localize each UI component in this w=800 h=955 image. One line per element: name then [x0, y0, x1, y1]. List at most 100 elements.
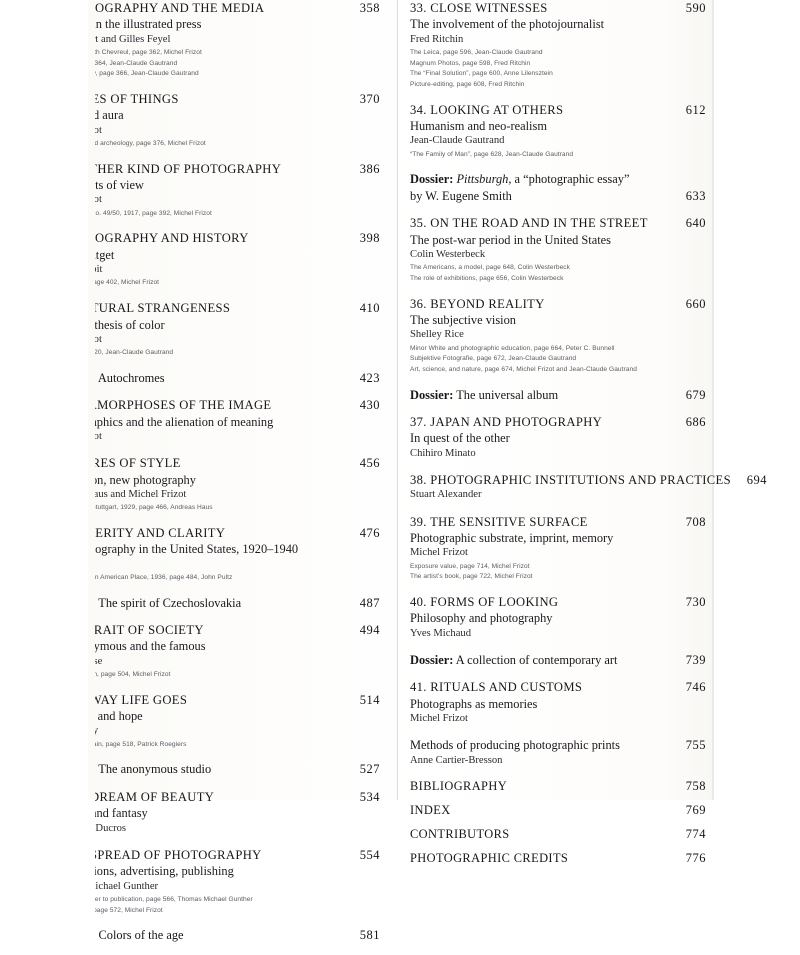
page-number[interactable]: 456 — [350, 456, 380, 471]
toc-chapter-author: dreas Haus and Michel Frizot — [95, 488, 380, 502]
toc-chapter-title[interactable]: A NATURAL STRANGENESS — [95, 300, 344, 316]
toc-subitem[interactable]: Picture-editing, page 608, Fred Ritchin — [410, 80, 706, 91]
toc-subitem[interactable]: The Americans, a model, page 648, Colin … — [410, 263, 706, 274]
toc-entry: ossier: The anonymous studio 527 — [95, 761, 380, 777]
page-number[interactable]: 527 — [350, 762, 380, 777]
page-number[interactable]: 612 — [676, 103, 706, 118]
toc-chapter-title[interactable]: PORTRAIT OF SOCIETY — [95, 622, 344, 638]
page-number[interactable]: 633 — [676, 189, 706, 204]
toc-dossier-entry[interactable]: Dossier: A collection of contemporary ar… — [410, 652, 670, 668]
toc-subitem-list: e Adams: An American Place, 1936, page 4… — [95, 573, 380, 584]
page-number[interactable]: 708 — [676, 515, 706, 530]
toc-backmatter-title[interactable]: BIBLIOGRAPHY — [410, 779, 670, 794]
page-number[interactable]: 358 — [350, 1, 380, 16]
page-number[interactable]: 494 — [350, 623, 380, 638]
toc-chapter-title[interactable]: METAMORPHOSES OF THE IMAGE — [95, 397, 344, 413]
page-number[interactable]: 686 — [676, 415, 706, 430]
toc-subitem[interactable]: otelegraphy, page 366, Jean-Claude Gautr… — [95, 69, 380, 80]
toc-chapter-title[interactable]: 41. RITUALS AND CUSTOMS — [410, 679, 670, 695]
toc-subitem[interactable]: Photomaton, page 504, Michel Frizot — [95, 670, 380, 681]
toc-chapter-title[interactable]: FIGURES OF STYLE — [95, 455, 344, 471]
page-number[interactable]: 554 — [350, 848, 380, 863]
toc-subitem[interactable]: “The Family of Man”, page 628, Jean-Clau… — [410, 150, 706, 161]
page-number[interactable]: 423 — [350, 371, 380, 386]
page-number[interactable]: 774 — [676, 827, 706, 842]
toc-backmatter-title[interactable]: PHOTOGRAPHIC CREDITS — [410, 851, 670, 866]
toc-chapter-title[interactable]: 36. BEYOND REALITY — [410, 296, 670, 312]
toc-plain-title[interactable]: Methods of producing photographic prints — [410, 737, 670, 753]
toc-chapter-title[interactable]: PHOTOGRAPHY AND HISTORY — [95, 230, 344, 246]
toc-entry-row: Dossier: Pittsburgh, a “photographic ess… — [410, 171, 706, 187]
page-number[interactable]: 534 — [350, 790, 380, 805]
toc-subitem[interactable]: ography and archeology, page 376, Michel… — [95, 139, 380, 150]
toc-chapter-title[interactable]: 37. JAPAN AND PHOTOGRAPHY — [410, 414, 670, 430]
page-right-edge — [712, 0, 714, 800]
page-number[interactable]: 730 — [676, 595, 706, 610]
page-number[interactable]: 581 — [350, 928, 380, 943]
toc-dossier-entry[interactable]: Dossier: The universal album — [410, 387, 670, 403]
toc-subitem[interactable]: und Foto, Stuttgart, 1929, page 466, And… — [95, 503, 380, 514]
toc-chapter-title[interactable]: 39. THE SENSITIVE SURFACE — [410, 514, 670, 530]
toc-subitem[interactable]: The artist’s book, page 722, Michel Friz… — [410, 572, 706, 583]
toc-subitem[interactable]: Subjektive Fotografie, page 672, Jean-Cl… — [410, 354, 706, 365]
page-number[interactable]: 476 — [350, 526, 380, 541]
toc-chapter-title[interactable]: PHOTOGRAPHY AND THE MEDIA — [95, 0, 344, 16]
page-number[interactable]: 398 — [350, 231, 380, 246]
page-number[interactable]: 776 — [676, 851, 706, 866]
toc-subitem[interactable]: era Work, no. 49/50, 1917, page 392, Mic… — [95, 209, 380, 220]
toc-subitem[interactable]: The role of exhibitions, page 656, Colin… — [410, 274, 706, 285]
toc-chapter-title[interactable]: 38. PHOTOGRAPHIC INSTITUTIONS AND PRACTI… — [410, 472, 731, 488]
page-number[interactable]: 430 — [350, 398, 380, 413]
toc-chapter-title[interactable]: 35. ON THE ROAD AND IN THE STREET — [410, 215, 670, 231]
toc-chapter-title[interactable]: STATES OF THINGS — [95, 91, 344, 107]
toc-backmatter-title[interactable]: INDEX — [410, 803, 670, 818]
toc-dossier-entry[interactable]: Dossier: Pittsburgh, a “photographic ess… — [410, 171, 670, 187]
page-number[interactable]: 679 — [676, 388, 706, 403]
page-number[interactable]: 370 — [350, 92, 380, 107]
toc-dossier-entry[interactable]: ossier: The spirit of Czechoslovakia — [95, 595, 344, 611]
page-number[interactable]: 386 — [350, 162, 380, 177]
toc-dossier-entry[interactable]: ossier: Autochromes — [95, 370, 344, 386]
toc-subitem[interactable]: ne Atget, page 402, Michel Frizot — [95, 278, 380, 289]
toc-chapter-title[interactable]: THE SPREAD OF PHOTOGRAPHY — [95, 847, 344, 863]
toc-subitem[interactable]: randt's Britain, page 518, Patrick Roegi… — [95, 740, 380, 751]
page-number[interactable]: 640 — [676, 216, 706, 231]
toc-subitem[interactable]: The Leica, page 596, Jean-Claude Gautran… — [410, 48, 706, 59]
toc-dossier-entry[interactable]: ossier: The anonymous studio — [95, 761, 344, 777]
toc-chapter-title[interactable]: AUSTERITY AND CLARITY — [95, 525, 344, 541]
toc-chapter-subtitle: w points of view — [95, 177, 380, 193]
toc-entry-text: BIBLIOGRAPHY — [410, 779, 676, 794]
toc-subitem[interactable]: nterview with Chevreul, page 362, Michel… — [95, 48, 380, 59]
toc-subitem[interactable]: oid, page 420, Jean-Claude Gautrand — [95, 348, 380, 359]
toc-chapter-title[interactable]: 34. LOOKING AT OTHERS — [410, 102, 670, 118]
page-number[interactable]: 755 — [676, 738, 706, 753]
toc-subitem[interactable]: Minor White and photographic education, … — [410, 344, 706, 355]
toc-subitem[interactable]: photographer to publication, page 566, T… — [95, 895, 380, 906]
toc-subitem[interactable]: Exposure value, page 714, Michel Frizot — [410, 562, 706, 573]
page-number[interactable]: 694 — [737, 473, 767, 488]
page-number[interactable]: 590 — [676, 1, 706, 16]
toc-subitem[interactable]: e Adams: An American Place, 1936, page 4… — [95, 573, 380, 584]
page-number[interactable]: 746 — [676, 680, 706, 695]
toc-chapter-title[interactable]: 33. CLOSE WITNESSES — [410, 0, 670, 16]
toc-chapter-title[interactable]: 40. FORMS OF LOOKING — [410, 594, 670, 610]
toc-subitem[interactable]: Magnum Photos, page 598, Fred Ritchin — [410, 59, 706, 70]
toc-entry-row: PHOTOGRAPHY AND HISTORY 398 — [95, 230, 380, 246]
toc-chapter-subtitle: e hypothesis of color — [95, 317, 380, 333]
toc-chapter-title[interactable]: THE WAY LIFE GOES — [95, 692, 344, 708]
toc-subitem[interactable]: é Kertesz, page 572, Michel Frizot — [95, 906, 380, 917]
page-number[interactable]: 758 — [676, 779, 706, 794]
page-number[interactable]: 514 — [350, 693, 380, 708]
page-number[interactable]: 487 — [350, 596, 380, 611]
toc-subitem[interactable]: Art, science, and nature, page 674, Mich… — [410, 365, 706, 376]
toc-subitem[interactable]: The “Final Solution”, page 600, Anne Lil… — [410, 69, 706, 80]
toc-chapter-title[interactable]: ANOTHER KIND OF PHOTOGRAPHY — [95, 161, 344, 177]
toc-subitem[interactable]: tone, page 364, Jean-Claude Gautrand — [95, 59, 380, 70]
toc-backmatter-title[interactable]: CONTRIBUTORS — [410, 827, 670, 842]
toc-dossier-entry[interactable]: ossier: Colors of the age — [95, 927, 344, 943]
page-number[interactable]: 769 — [676, 803, 706, 818]
page-number[interactable]: 410 — [350, 301, 380, 316]
toc-chapter-title[interactable]: THE DREAM OF BEAUTY — [95, 789, 344, 805]
page-number[interactable]: 739 — [676, 653, 706, 668]
page-number[interactable]: 660 — [676, 297, 706, 312]
